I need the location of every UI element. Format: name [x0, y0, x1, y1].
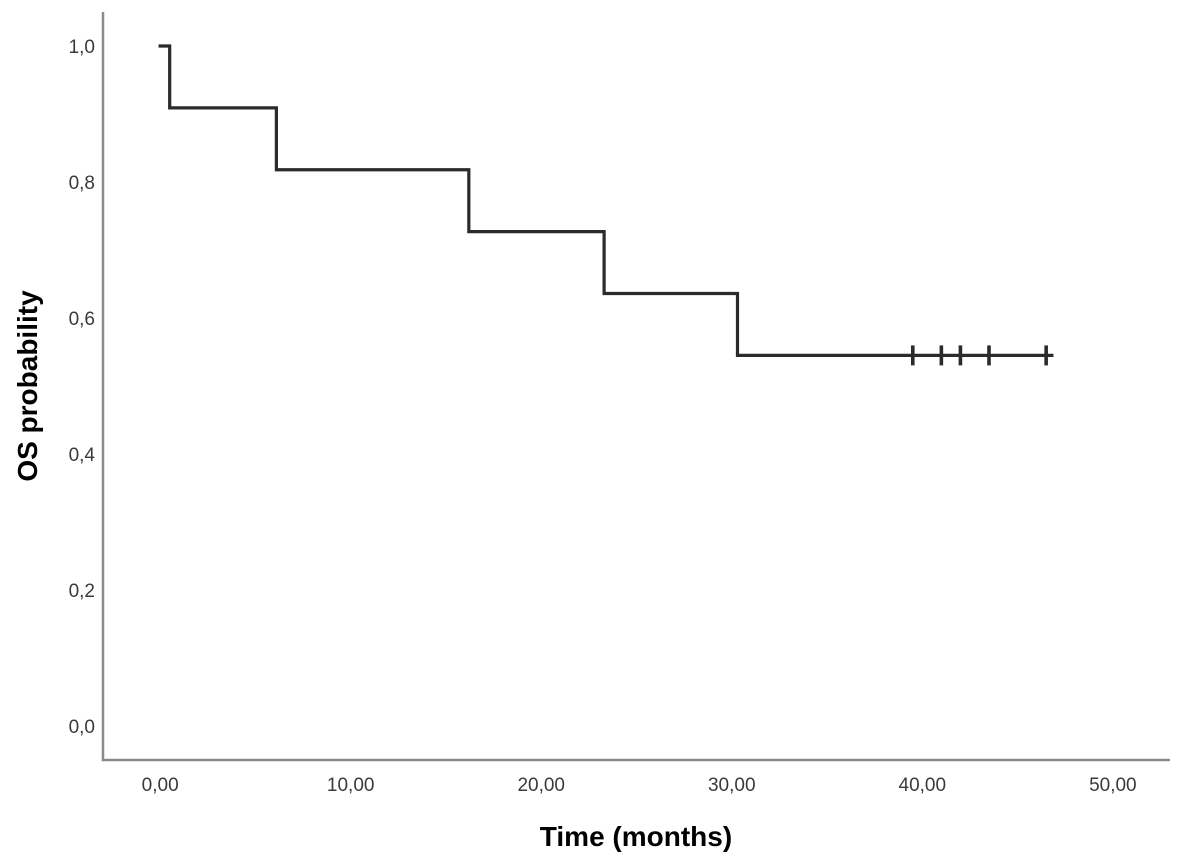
survival-curve — [158, 44, 1054, 357]
x-tick-label: 50,00 — [1089, 775, 1137, 796]
x-tick-label: 30,00 — [708, 775, 756, 796]
x-tick-label: 40,00 — [899, 775, 947, 796]
x-tick-label: 20,00 — [517, 775, 565, 796]
y-tick-label: 0,6 — [69, 309, 95, 330]
y-tick-label: 1,0 — [69, 37, 95, 58]
x-tick-label: 10,00 — [327, 775, 375, 796]
y-tick-label: 0,4 — [69, 445, 96, 466]
y-tick-label: 0,8 — [69, 173, 95, 194]
y-tick-label: 0,2 — [69, 581, 95, 602]
y-tick-label: 0,0 — [69, 717, 95, 738]
y-axis-title: OS probability — [12, 290, 43, 482]
x-tick-label: 0,00 — [142, 775, 179, 796]
x-axis-title: Time (months) — [539, 821, 733, 852]
